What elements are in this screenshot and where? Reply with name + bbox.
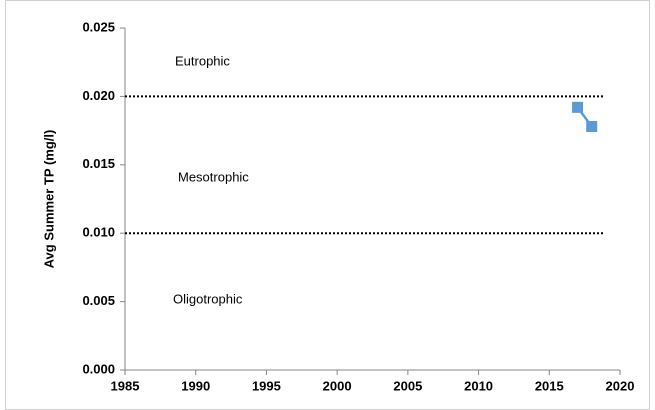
y-tick-label: 0.020 (82, 88, 115, 103)
y-tick-label: 0.025 (82, 19, 115, 34)
chart-frame (5, 0, 650, 410)
x-tick-label: 2000 (323, 378, 352, 393)
y-tick-label: 0.010 (82, 225, 115, 240)
y-tick-label: 0.015 (82, 156, 115, 171)
x-tick-label: 1995 (252, 378, 281, 393)
x-tick-label: 2005 (393, 378, 422, 393)
data-point (586, 120, 598, 132)
x-tick-label: 2010 (464, 378, 493, 393)
y-axis-label: Avg Summer TP (mg/l) (41, 130, 56, 269)
x-tick-label: 2015 (535, 378, 564, 393)
y-tick-label: 0.005 (82, 293, 115, 308)
data-point (572, 101, 584, 113)
annotation: Mesotrophic (178, 169, 249, 184)
x-tick-label: 1990 (181, 378, 210, 393)
annotation: Oligotrophic (173, 291, 243, 306)
annotation: Eutrophic (175, 53, 230, 68)
x-tick-label: 1985 (111, 378, 140, 393)
y-tick-label: 0.000 (82, 361, 115, 376)
x-tick-label: 2020 (606, 378, 635, 393)
